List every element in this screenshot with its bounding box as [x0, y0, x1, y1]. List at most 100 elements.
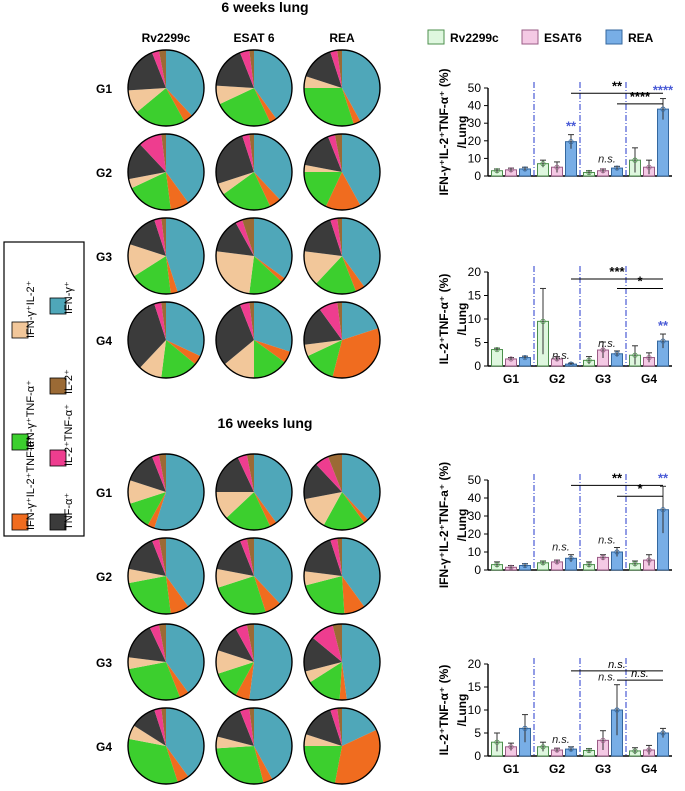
- pie-slice-tnf: [216, 457, 254, 492]
- data-point: [600, 347, 606, 353]
- bar-legend-label-esat6: ESAT6: [544, 31, 582, 45]
- data-point: [614, 549, 620, 555]
- pie-slice-ifn-il-2-tnf: [166, 256, 178, 294]
- data-point: [540, 161, 546, 167]
- pie-outline: [215, 133, 293, 211]
- data-point: [554, 164, 560, 170]
- pie-outline: [303, 537, 381, 615]
- pie-slice-ifn-il-2-tnf: [166, 340, 201, 365]
- data-point: [646, 747, 652, 753]
- pie-slice-ifn-il-2: [215, 568, 254, 588]
- significance-label: n.s.: [598, 535, 616, 547]
- pie-slice-il-2-tnf: [330, 708, 342, 746]
- pie-slice-ifn-il-2-tnf: [166, 662, 189, 698]
- pie-slice-il-2-tnf: [330, 538, 342, 576]
- y-axis-label: IFN-γ⁺IL-2⁺TNF-α⁺ (%): [437, 68, 451, 195]
- pie-slice-ifn-il-2: [128, 244, 166, 277]
- pie-slice-ifn-tnf: [315, 256, 356, 294]
- pie-slice-il-2-tnf: [240, 708, 254, 746]
- pie-row-label-g4: G4: [96, 740, 112, 754]
- pie-slice-ifn-tnf: [161, 340, 196, 378]
- pie-legend-label-tnf: TNF-α⁺: [63, 493, 75, 530]
- pie-slice-ifn-il-2: [303, 571, 342, 586]
- pie-slice-ifn-tnf: [309, 662, 342, 700]
- y-axis-label-unit: /Lung: [455, 694, 469, 727]
- pie-slice-il-2-tnf: [240, 538, 254, 576]
- data-point: [494, 739, 500, 745]
- pie-slice-il-2: [334, 134, 342, 172]
- pie-outline: [127, 623, 205, 701]
- pie-legend-swatch-il-2: [49, 377, 67, 395]
- data-point: [660, 106, 666, 112]
- pie-slice-il-2: [337, 708, 342, 746]
- pie-legend-label-il-2-tnf: IL-2⁺TNF-α⁺: [63, 404, 75, 466]
- pie-slice-ifn: [342, 134, 381, 206]
- significance-label: **: [658, 318, 669, 333]
- x-tick-label-g2: G2: [549, 762, 565, 776]
- data-point: [646, 557, 652, 563]
- pie-legend-swatch-ifn-il-2: [11, 321, 29, 339]
- pie-slice-tnf: [128, 303, 166, 368]
- y-tick-label: 50: [468, 473, 482, 487]
- pie-slice-il-2: [249, 708, 254, 746]
- y-tick-label: 5: [474, 726, 481, 740]
- x-tick-label-g3: G3: [595, 372, 611, 386]
- pie-legend-box: [3, 241, 85, 537]
- section-title-6-weeks: 6 weeks lung: [221, 0, 308, 15]
- y-axis-label: IFN-γ⁺IL-2⁺TNF-a⁺ (%): [437, 462, 451, 588]
- pie-slice-ifn: [342, 454, 380, 520]
- significance-label: ****: [653, 83, 674, 98]
- pie-slice-ifn: [254, 538, 292, 604]
- y-tick-label: 20: [468, 134, 482, 148]
- pie-slice-ifn-il-2: [304, 340, 342, 357]
- data-point: [540, 560, 546, 566]
- pie-slice-tnf: [304, 309, 342, 345]
- data-point: [494, 561, 500, 568]
- pie-slice-tnf: [304, 136, 342, 172]
- pie-slice-il-2-tnf: [139, 134, 166, 172]
- bar-legend-label-rea: REA: [628, 31, 654, 45]
- y-tick-label: 5: [474, 336, 481, 350]
- data-point: [646, 164, 652, 170]
- data-point: [600, 737, 606, 743]
- pie-slice-ifn-il-2-tnf: [334, 729, 380, 785]
- pie-legend-label-il-2: IL-2⁺: [63, 369, 75, 394]
- pie-slice-ifn-il-2: [215, 85, 254, 105]
- pie-slice-ifn-il-2: [216, 251, 254, 294]
- y-tick-label: 20: [468, 657, 482, 671]
- pie-slice-il-2-tnf: [240, 302, 254, 340]
- pie-column-header-esat6: ESAT 6: [233, 31, 274, 45]
- data-point: [660, 338, 666, 344]
- pie-slice-ifn-il-2-tnf: [342, 492, 369, 523]
- pie-slice-ifn-il-2-tnf: [166, 576, 189, 614]
- pie-slice-il-2-tnf: [154, 302, 166, 340]
- pie-slice-tnf: [128, 540, 166, 576]
- comparison-label: **: [612, 470, 623, 485]
- pie-slice-ifn-il-2-tnf: [342, 576, 365, 614]
- pie-slice-ifn-tnf: [133, 256, 171, 294]
- pie-slice-ifn: [254, 218, 293, 279]
- pie-1-g2-rea: [303, 537, 381, 615]
- pie-slice-ifn-il-2-tnf: [254, 576, 281, 613]
- pie-1-g4-rv2299c: [127, 707, 205, 785]
- x-tick-label-g4: G4: [641, 372, 657, 386]
- pie-row-label-g3: G3: [96, 250, 112, 264]
- pie-slice-ifn: [166, 218, 204, 293]
- pie-slice-il-2-tnf: [330, 218, 342, 256]
- pie-0-g2-esat-6: [215, 133, 293, 211]
- pie-slice-ifn-tnf: [129, 492, 166, 526]
- y-tick-label: 40: [468, 99, 482, 113]
- data-point: [586, 747, 592, 754]
- data-point: [586, 357, 592, 363]
- pie-slice-tnf: [305, 51, 342, 88]
- y-tick-label: 15: [468, 289, 482, 303]
- pie-slice-ifn-il-2: [139, 340, 166, 378]
- pie-outline: [215, 49, 293, 127]
- comparison-label: n.s.: [608, 659, 626, 671]
- pie-1-g2-rv2299c: [127, 537, 205, 615]
- pie-slice-il-2: [337, 50, 342, 88]
- pie-slice-ifn-il-2: [304, 734, 342, 746]
- pie-slice-il-2-tnf: [152, 538, 166, 576]
